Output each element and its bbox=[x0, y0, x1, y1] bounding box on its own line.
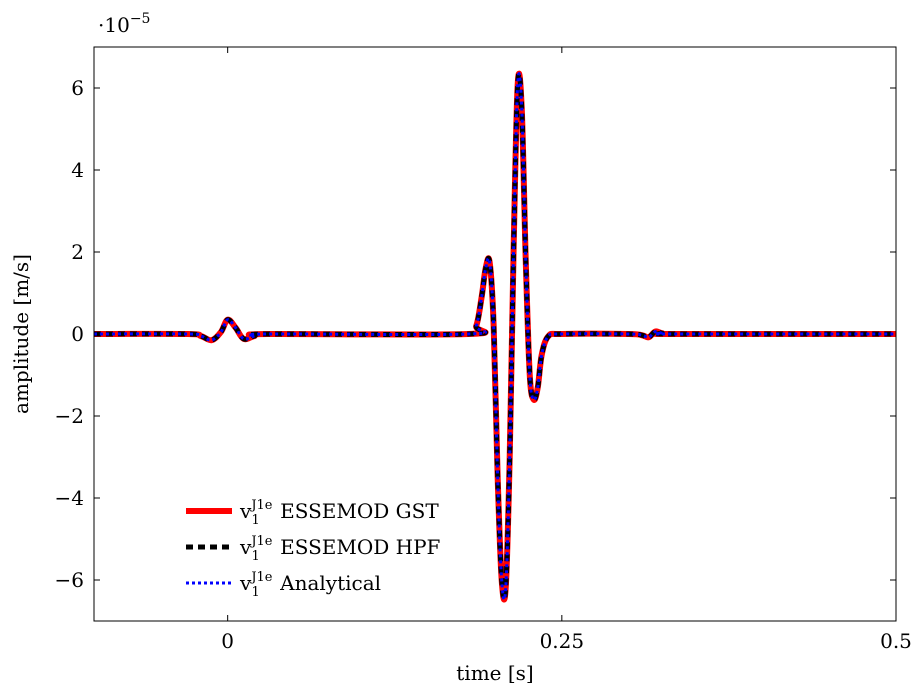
y-multiplier: ·10−5 bbox=[98, 11, 150, 37]
x-tick-label: 0 bbox=[221, 629, 234, 653]
y-axis-label: amplitude [m/s] bbox=[9, 254, 33, 414]
series-layer bbox=[93, 70, 897, 603]
x-tick-label: 0.5 bbox=[880, 629, 912, 653]
legend-label-3: vJ1e 1 Analytical bbox=[239, 570, 381, 600]
y-tick-label: −2 bbox=[55, 404, 84, 428]
y-tick-label: −4 bbox=[55, 486, 84, 510]
x-axis-label: time [s] bbox=[456, 661, 533, 685]
y-tick-label: −6 bbox=[55, 568, 84, 592]
ticks: 0 0.25 0.5 −6 −4 −2 0 2 4 6 bbox=[55, 47, 912, 653]
y-tick-label: 2 bbox=[71, 240, 84, 264]
y-tick-label: 0 bbox=[71, 322, 84, 346]
y-tick-label: 4 bbox=[71, 158, 84, 182]
x-tick-label: 0.25 bbox=[540, 629, 585, 653]
series-line-3 bbox=[93, 72, 897, 601]
y-multiplier-exponent: −5 bbox=[130, 11, 151, 27]
legend: vJ1e 1 ESSEMOD GST vJ1e 1 ESSEMOD HPF vJ1e 1 … bbox=[186, 498, 441, 600]
legend-label-2: vJ1e 1 ESSEMOD HPF bbox=[239, 534, 441, 564]
y-tick-label: 6 bbox=[71, 76, 84, 100]
legend-label-1: vJ1e 1 ESSEMOD GST bbox=[239, 498, 439, 528]
plot-frame bbox=[93, 46, 897, 622]
